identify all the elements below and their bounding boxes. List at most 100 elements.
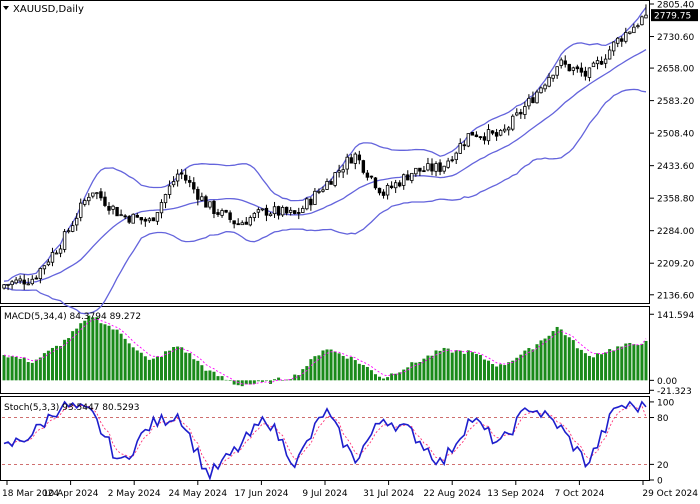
candle: [381, 189, 386, 199]
candle-body: [2, 284, 6, 289]
candle: [10, 279, 14, 290]
macd-bar: [155, 356, 159, 381]
candle-body: [305, 198, 309, 210]
candle: [535, 89, 539, 104]
price-tick-label: 2284.00: [657, 227, 694, 237]
candle: [539, 86, 543, 94]
candle-body: [523, 106, 527, 115]
macd-bar: [127, 343, 131, 381]
window-title[interactable]: XAUUSD,Daily: [3, 4, 84, 15]
macd-bar: [345, 358, 349, 381]
candle-body: [288, 209, 293, 213]
candle-body: [393, 182, 398, 189]
candle: [204, 194, 208, 208]
candle: [523, 101, 527, 120]
candle-body: [519, 111, 523, 115]
macd-bar: [139, 352, 143, 381]
candle-body: [14, 279, 18, 284]
candle: [293, 210, 297, 215]
macd-bar: [325, 349, 329, 381]
macd-bar: [297, 375, 301, 381]
candle-body: [301, 207, 305, 213]
macd-bar: [604, 352, 608, 381]
macd-bar: [567, 337, 571, 381]
candle-body: [256, 209, 261, 213]
candle-body: [95, 192, 99, 195]
macd-bar: [273, 379, 277, 381]
candle-body: [107, 205, 111, 211]
candle: [313, 188, 317, 205]
time-tick-label: 10 Apr 2024: [43, 489, 99, 499]
macd-bar: [612, 350, 616, 381]
macd-bar: [216, 376, 220, 381]
candle: [406, 170, 410, 181]
candle-body: [208, 201, 212, 208]
macd-bar: [63, 339, 67, 381]
macd-bar: [329, 349, 333, 381]
candle: [393, 179, 398, 194]
candle: [446, 157, 450, 169]
candle: [474, 131, 479, 138]
candle-body: [103, 196, 107, 206]
candle-body: [603, 58, 608, 64]
candle: [551, 74, 555, 82]
candle: [321, 186, 325, 193]
candle-body: [232, 220, 236, 225]
candle: [402, 173, 406, 190]
candle-body: [38, 268, 43, 279]
candle-body: [579, 67, 584, 73]
candle: [418, 167, 422, 176]
candle: [494, 128, 499, 141]
candle-body: [139, 217, 143, 221]
candle: [179, 168, 184, 180]
candle-body: [83, 200, 87, 205]
candle: [603, 54, 608, 69]
candle: [357, 150, 362, 165]
candle-body: [151, 217, 156, 222]
candle-body: [147, 218, 152, 222]
macd-bar: [559, 329, 563, 381]
macd-bar: [6, 357, 10, 381]
macd-bar: [18, 358, 22, 381]
macd-bar: [382, 378, 386, 381]
candle: [252, 211, 257, 222]
stoch-main-line: [3, 400, 647, 481]
macd-bar: [168, 350, 172, 381]
candle: [579, 62, 584, 77]
candle-body: [70, 225, 75, 232]
macd-bar: [591, 357, 595, 381]
candle: [341, 164, 345, 179]
candle: [607, 45, 612, 60]
macd-bar: [285, 379, 289, 381]
candle-body: [587, 67, 592, 78]
macd-bar: [281, 380, 285, 381]
candle: [131, 213, 135, 224]
macd-bar: [587, 355, 591, 381]
macd-bar: [103, 324, 107, 381]
candle-body: [268, 213, 273, 217]
price-tick-label: 2508.40: [657, 130, 694, 140]
macd-bar: [402, 369, 406, 381]
candle-body: [490, 130, 495, 134]
candle-body: [575, 66, 580, 70]
candle: [107, 202, 111, 215]
candle: [414, 167, 418, 177]
candle-body: [192, 182, 196, 190]
candle-body: [297, 212, 301, 214]
macd-bar: [75, 328, 79, 381]
candle-body: [333, 172, 337, 186]
candle: [26, 277, 30, 286]
stoch-label: Stoch(5,3,3) 93.5447 80.5293: [4, 403, 139, 413]
candle: [22, 274, 26, 290]
candle-body: [458, 143, 462, 154]
candle-body: [402, 174, 406, 186]
candle-body: [143, 218, 148, 222]
candle-body: [34, 277, 39, 280]
candle: [232, 220, 236, 229]
candle: [620, 36, 624, 47]
candle-body: [212, 200, 216, 214]
macd-bar: [55, 345, 59, 381]
chevron-down-icon[interactable]: [3, 6, 9, 10]
